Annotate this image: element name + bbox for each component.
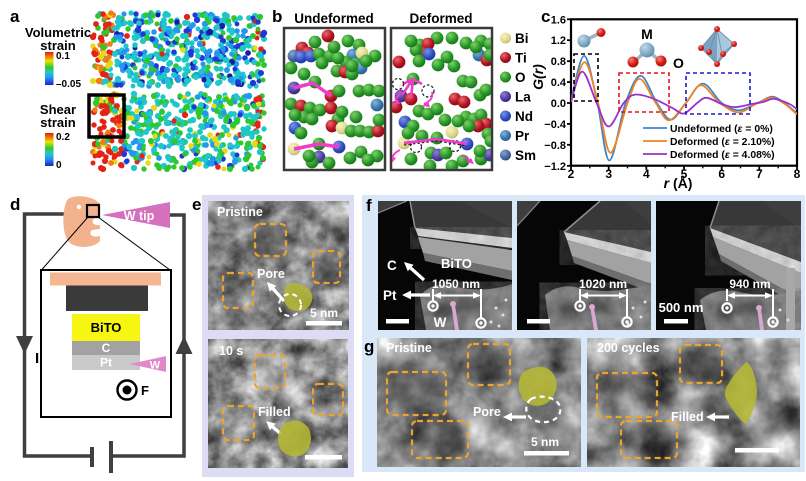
svg-text:Undeformed (ε = 0%): Undeformed (ε = 0%) <box>670 124 773 135</box>
svg-text:1.2: 1.2 <box>551 35 566 47</box>
svg-text:6: 6 <box>718 167 725 181</box>
svg-text:0.1: 0.1 <box>56 51 70 62</box>
svg-text:Pristine: Pristine <box>217 205 263 219</box>
svg-text:0.0: 0.0 <box>551 98 566 110</box>
svg-text:Undeformed: Undeformed <box>294 11 374 26</box>
svg-text:1050 nm: 1050 nm <box>432 277 480 291</box>
svg-text:G(r): G(r) <box>530 64 546 90</box>
svg-text:M: M <box>641 26 653 42</box>
svg-text:W: W <box>150 360 161 372</box>
svg-text:–0.05: –0.05 <box>56 79 81 90</box>
svg-text:Pr: Pr <box>515 129 530 144</box>
svg-text:5: 5 <box>681 167 688 181</box>
svg-text:g: g <box>364 337 374 356</box>
svg-text:0.2: 0.2 <box>56 132 70 143</box>
svg-text:BiTO: BiTO <box>91 320 122 335</box>
svg-text:Deformed (ε = 2.10%): Deformed (ε = 2.10%) <box>670 137 775 148</box>
svg-text:3: 3 <box>605 167 612 181</box>
svg-text:1.6: 1.6 <box>551 14 566 26</box>
svg-text:940 nm: 940 nm <box>729 277 770 291</box>
svg-text:Bi: Bi <box>515 31 529 46</box>
svg-text:W tip: W tip <box>124 209 155 223</box>
svg-text:I: I <box>35 350 39 367</box>
svg-text:C: C <box>387 258 397 273</box>
svg-text:0.4: 0.4 <box>551 77 567 89</box>
svg-text:Ti: Ti <box>515 51 527 66</box>
svg-text:4: 4 <box>643 167 650 181</box>
svg-text:Filled: Filled <box>671 410 704 424</box>
svg-text:Deformed (ε = 4.08%): Deformed (ε = 4.08%) <box>670 150 775 161</box>
svg-text:c: c <box>541 7 550 26</box>
svg-text:C: C <box>102 341 111 355</box>
svg-text:Pt: Pt <box>100 356 112 370</box>
svg-text:Sm: Sm <box>515 148 536 163</box>
svg-text:−1.2: −1.2 <box>544 161 566 173</box>
svg-text:500 nm: 500 nm <box>659 300 704 315</box>
svg-text:r (Å): r (Å) <box>664 175 693 191</box>
svg-text:a: a <box>10 7 20 26</box>
svg-text:5 nm: 5 nm <box>310 306 338 320</box>
svg-text:7: 7 <box>756 167 763 181</box>
svg-text:La: La <box>515 90 531 105</box>
svg-text:e: e <box>192 195 201 214</box>
svg-text:8: 8 <box>794 167 801 181</box>
svg-text:10 s: 10 s <box>219 344 243 358</box>
svg-text:5 nm: 5 nm <box>531 435 559 449</box>
svg-text:F: F <box>141 383 149 398</box>
svg-text:d: d <box>10 195 20 214</box>
svg-text:Filled: Filled <box>258 405 291 419</box>
svg-text:strain: strain <box>40 115 75 130</box>
svg-text:Pristine: Pristine <box>386 341 432 355</box>
svg-text:Pt: Pt <box>383 288 397 303</box>
svg-text:1020 nm: 1020 nm <box>579 277 627 291</box>
svg-text:strain: strain <box>40 38 75 53</box>
svg-text:200 cycles: 200 cycles <box>597 341 660 355</box>
svg-text:0: 0 <box>56 160 62 171</box>
svg-text:Pore: Pore <box>473 405 501 419</box>
svg-text:Shear: Shear <box>40 102 76 117</box>
svg-text:Deformed: Deformed <box>409 11 472 26</box>
svg-text:Nd: Nd <box>515 109 533 124</box>
svg-text:−0.8: −0.8 <box>544 140 566 152</box>
svg-text:f: f <box>366 196 372 215</box>
svg-text:2: 2 <box>568 167 575 181</box>
svg-text:O: O <box>673 55 684 71</box>
svg-text:−0.4: −0.4 <box>544 119 567 131</box>
svg-text:b: b <box>272 7 282 26</box>
svg-text:Volumetric: Volumetric <box>25 25 91 40</box>
svg-text:BiTO: BiTO <box>441 256 472 271</box>
svg-text:Pore: Pore <box>257 267 285 281</box>
svg-text:W: W <box>434 315 447 330</box>
svg-text:O: O <box>515 70 526 85</box>
svg-text:0.8: 0.8 <box>551 56 566 68</box>
